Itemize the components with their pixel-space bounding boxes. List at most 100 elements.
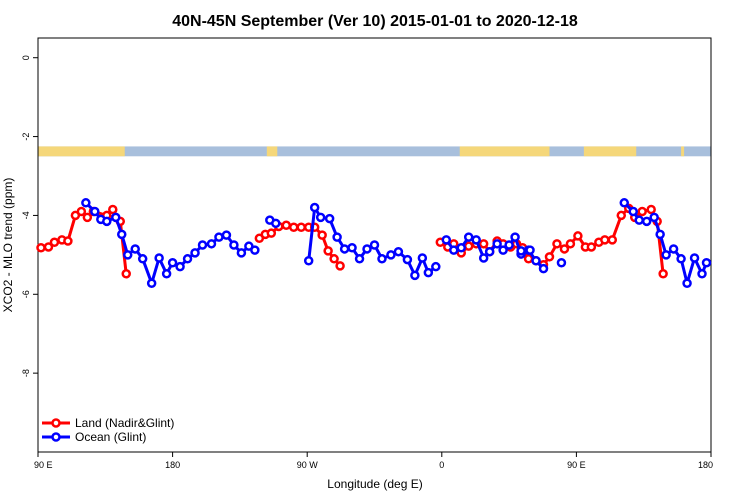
legend-label: Land (Nadir&Glint) [75,416,174,430]
legend-marker [51,418,61,428]
data-point [586,242,597,252]
chart-title: 40N-45N September (Ver 10) 2015-01-01 to… [172,13,578,30]
data-point [701,257,712,268]
x-tick-label: 0 [439,460,444,470]
data-point [423,267,434,278]
data-point [43,242,54,252]
data-point [317,230,327,240]
data-point [309,202,320,213]
data-point [565,239,576,249]
data-point [229,240,239,250]
data-point [197,240,208,250]
x-tick-label: 90 E [567,460,586,470]
x-tick-label: 180 [165,460,180,470]
data-point [335,261,345,271]
data-point [449,245,459,255]
data-point [523,254,534,264]
landmask-strip [38,146,711,157]
data-point [402,254,413,265]
data-point [641,216,652,227]
data-point [417,253,428,263]
data-point [323,246,333,256]
data-point [531,256,541,266]
data-point [510,232,520,242]
data-point [552,239,562,249]
data-point [544,252,555,262]
landmask-ocean [38,146,711,157]
data-point [324,213,335,224]
data-point [122,250,133,260]
data-point [634,215,644,225]
data-point [354,254,365,264]
data-point [236,248,247,258]
data-point [154,253,164,263]
data-point [332,232,342,242]
data-point [649,212,659,223]
data-point [559,244,570,254]
data-point [250,245,260,255]
data-point [329,254,339,264]
data-point [658,269,668,279]
data-point [214,232,224,242]
data-point [393,246,404,257]
y-tick-label: -4 [21,211,31,219]
data-point [573,231,583,241]
data-point [676,254,686,264]
data-point [484,246,495,257]
data-point [478,253,489,263]
data-point [463,241,474,251]
data-point [619,198,630,208]
y-tick-label: 0 [21,55,31,60]
landmask-land [38,146,125,157]
data-point [182,254,193,264]
data-point [49,237,60,247]
data-point [303,256,314,266]
data-point [206,239,217,249]
legend: Land (Nadir&Glint)Ocean (Glint) [42,416,174,444]
data-point [386,250,396,260]
data-point [607,235,618,245]
data-point [668,244,679,254]
data-point [431,261,441,272]
data-point [516,246,526,256]
data-point [111,212,121,223]
data-point [478,239,489,249]
data-point [463,232,474,242]
data-point [646,204,656,215]
data-point [538,263,549,274]
data-point [90,206,100,217]
data-point [190,248,200,258]
data-point [441,235,452,245]
x-axis-label: Longitude (deg E) [327,477,422,491]
data-point [121,269,131,279]
data-point [175,261,185,272]
x-tick-label: 90 W [297,460,319,470]
data-point [628,206,638,217]
data-point [296,222,306,233]
data-point [369,240,380,250]
y-tick-label: -2 [21,133,31,141]
data-point [271,218,281,229]
data-point [498,245,508,255]
data-point [410,270,420,281]
data-point [504,240,514,250]
data-point [81,198,91,208]
data-point [655,229,665,240]
data-point [108,204,118,215]
data-point [347,243,357,253]
data-point [130,244,140,254]
data-point [117,229,127,240]
data-point [471,235,481,245]
data-point [76,206,87,217]
data-point [661,250,671,260]
data-point [525,245,535,255]
series-ocean [81,198,712,288]
data-point [266,228,277,238]
legend-marker [51,432,61,442]
data-point [600,235,610,245]
x-tick-label: 180 [698,460,713,470]
data-point [82,212,93,223]
data-point [102,216,112,227]
data-point [339,244,350,254]
data-point [137,254,148,264]
